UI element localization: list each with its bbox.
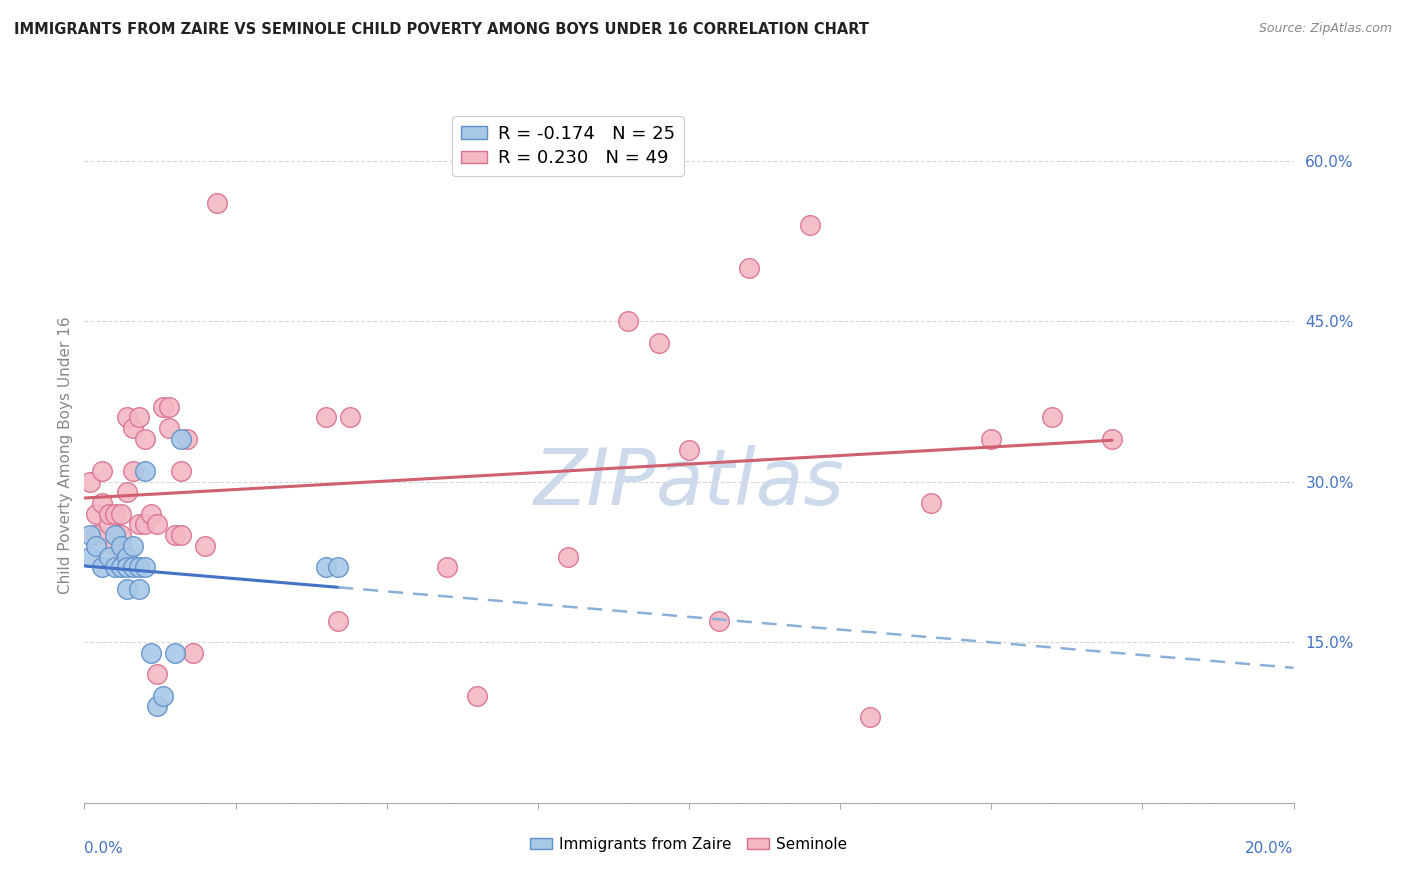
Text: 20.0%: 20.0% <box>1246 841 1294 856</box>
Point <box>709 614 731 628</box>
Point <box>157 421 180 435</box>
Point <box>328 614 350 628</box>
Point <box>115 485 138 500</box>
Point <box>115 549 138 564</box>
Point <box>115 410 138 425</box>
Point <box>86 528 108 542</box>
Point <box>110 507 132 521</box>
Point <box>146 699 169 714</box>
Point <box>128 410 150 425</box>
Point <box>97 517 120 532</box>
Point <box>467 689 489 703</box>
Point <box>121 539 143 553</box>
Point <box>104 539 127 553</box>
Point <box>328 560 350 574</box>
Point <box>79 549 101 564</box>
Point <box>176 432 198 446</box>
Point <box>79 528 101 542</box>
Point <box>1101 432 1123 446</box>
Y-axis label: Child Poverty Among Boys Under 16: Child Poverty Among Boys Under 16 <box>58 316 73 594</box>
Text: ZIPatlas: ZIPatlas <box>533 445 845 521</box>
Point <box>121 464 143 478</box>
Point <box>163 528 186 542</box>
Point <box>91 464 114 478</box>
Point <box>163 646 186 660</box>
Point <box>128 560 150 574</box>
Point <box>104 507 127 521</box>
Legend: Immigrants from Zaire, Seminole: Immigrants from Zaire, Seminole <box>524 830 853 858</box>
Point <box>139 507 162 521</box>
Point <box>104 528 127 542</box>
Point <box>859 710 882 724</box>
Point <box>97 507 120 521</box>
Text: Source: ZipAtlas.com: Source: ZipAtlas.com <box>1258 22 1392 36</box>
Point <box>436 560 458 574</box>
Point <box>980 432 1002 446</box>
Point <box>157 400 180 414</box>
Point <box>134 560 156 574</box>
Point <box>134 464 156 478</box>
Point <box>738 260 761 275</box>
Point <box>97 549 120 564</box>
Point <box>128 582 150 596</box>
Point <box>146 667 169 681</box>
Point <box>170 432 193 446</box>
Point <box>678 442 700 457</box>
Point <box>647 335 671 350</box>
Point <box>315 560 337 574</box>
Point <box>152 400 174 414</box>
Point <box>557 549 579 564</box>
Point <box>617 314 640 328</box>
Point <box>339 410 361 425</box>
Point <box>121 560 143 574</box>
Point <box>110 539 132 553</box>
Point <box>207 196 229 211</box>
Point <box>799 218 821 232</box>
Point <box>110 560 132 574</box>
Point <box>134 432 156 446</box>
Point <box>86 507 108 521</box>
Point <box>139 646 162 660</box>
Point <box>146 517 169 532</box>
Point <box>134 517 156 532</box>
Point <box>91 560 114 574</box>
Point <box>920 496 942 510</box>
Point <box>91 496 114 510</box>
Point <box>110 528 132 542</box>
Point <box>104 560 127 574</box>
Point <box>79 475 101 489</box>
Point <box>152 689 174 703</box>
Point <box>194 539 217 553</box>
Point <box>170 464 193 478</box>
Point <box>115 582 138 596</box>
Point <box>170 528 193 542</box>
Point <box>181 646 204 660</box>
Point <box>315 410 337 425</box>
Point <box>121 421 143 435</box>
Point <box>115 560 138 574</box>
Text: IMMIGRANTS FROM ZAIRE VS SEMINOLE CHILD POVERTY AMONG BOYS UNDER 16 CORRELATION : IMMIGRANTS FROM ZAIRE VS SEMINOLE CHILD … <box>14 22 869 37</box>
Point <box>86 539 108 553</box>
Point <box>128 517 150 532</box>
Text: 0.0%: 0.0% <box>84 841 124 856</box>
Point <box>1040 410 1063 425</box>
